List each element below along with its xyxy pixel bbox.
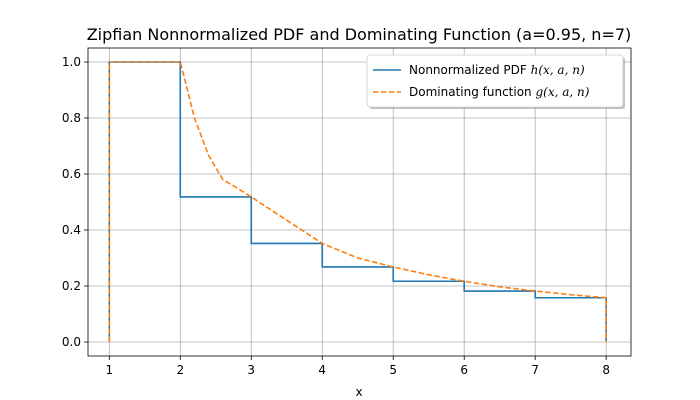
x-axis-label: x bbox=[355, 385, 362, 399]
pdf-step-line bbox=[108, 61, 607, 342]
legend-entry-label: Dominating function g(x, a, n) bbox=[409, 85, 590, 99]
legend-entry-name: Nonnormalized PDF bbox=[409, 63, 531, 77]
x-tick-label: 6 bbox=[460, 363, 468, 377]
y-tick-label: 0.4 bbox=[62, 223, 81, 237]
x-tick-label: 8 bbox=[602, 363, 610, 377]
legend-entry-name: Dominating function bbox=[409, 85, 535, 99]
x-tick-label: 4 bbox=[318, 363, 326, 377]
dominating-function-line bbox=[108, 61, 607, 342]
x-tick-label: 5 bbox=[389, 363, 397, 377]
x-tick-label: 3 bbox=[247, 363, 255, 377]
series-layer bbox=[108, 61, 607, 342]
x-axis-ticks: 1 2 3 4 5 6 7 8 bbox=[105, 356, 610, 377]
y-tick-label: 0.6 bbox=[62, 167, 81, 181]
y-axis-ticks: 0.0 0.2 0.4 0.6 0.8 1.0 bbox=[62, 55, 88, 349]
x-tick-label: 1 bbox=[105, 363, 113, 377]
legend-entry-math: h(x, a, n) bbox=[531, 63, 585, 77]
y-tick-label: 0.2 bbox=[62, 279, 81, 293]
chart-title: Zipfian Nonnormalized PDF and Dominating… bbox=[87, 25, 632, 44]
legend-box bbox=[366, 54, 624, 108]
plot-frame bbox=[87, 47, 632, 357]
y-tick-label: 0.8 bbox=[62, 111, 81, 125]
legend-entry-label: Nonnormalized PDF h(x, a, n) bbox=[409, 63, 585, 77]
y-tick-label: 1.0 bbox=[62, 55, 81, 69]
y-tick-label: 0.0 bbox=[62, 335, 81, 349]
x-tick-label: 7 bbox=[531, 363, 539, 377]
legend: Nonnormalized PDF h(x, a, n) Dominating f… bbox=[366, 54, 625, 109]
x-tick-label: 2 bbox=[176, 363, 184, 377]
legend-entry-math: g(x, a, n) bbox=[535, 85, 589, 99]
